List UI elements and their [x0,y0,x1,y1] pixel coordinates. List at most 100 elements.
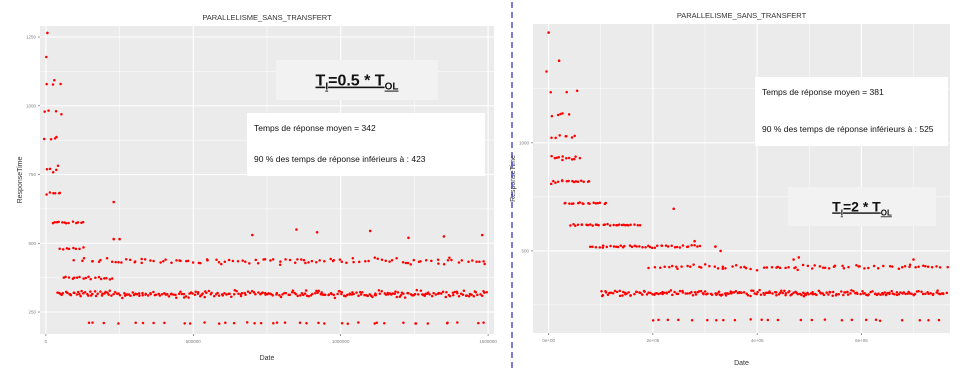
data-point [158,294,162,297]
data-point [713,265,717,268]
data-point [196,291,200,294]
data-point [323,322,326,325]
data-point [895,290,899,294]
data-point [184,295,188,298]
data-point [552,179,555,183]
data-point [594,245,598,249]
data-point [852,289,855,293]
data-point [224,321,227,325]
data-point [601,246,605,249]
data-point [170,292,173,296]
ratio-subscript: OL [881,208,892,217]
data-point [302,259,306,262]
ratio-formula: TI=0.5 * TOL [316,73,399,93]
data-point [76,221,80,224]
data-point [402,321,405,324]
data-point [232,321,236,325]
data-point [278,293,281,297]
data-point [89,277,92,281]
data-point [908,263,912,267]
data-point-outlier [251,233,254,237]
data-point [681,291,685,294]
data-point [43,110,46,113]
data-point [883,291,887,294]
data-point-outlier [368,229,372,233]
data-point [257,291,260,294]
data-point [823,266,827,270]
data-point [827,293,830,296]
data-point [193,293,197,296]
data-point [434,293,438,296]
data-point [357,321,360,324]
data-point [67,276,71,279]
data-point [152,321,155,325]
data-point [479,293,482,296]
data-point [657,318,660,322]
data-point [390,258,394,262]
data-point [99,290,102,293]
data-point [589,223,592,226]
data-point [817,289,821,293]
data-point [112,292,115,296]
data-point [574,224,577,228]
data-point [886,291,889,295]
data-point [183,322,186,325]
data-point [888,291,891,295]
data-point [51,170,55,174]
data-point [470,293,473,297]
data-point [152,259,155,263]
data-point [182,296,186,299]
data-point [225,293,228,296]
x-tick-label: 1500000 [479,339,497,344]
data-point [612,223,615,227]
p90-response-label: 90 % des temps de réponse inférieurs à :… [254,154,426,164]
y-axis-title: ResponseTime [17,156,24,203]
data-point [608,224,612,227]
data-point [647,266,650,270]
data-point [228,292,231,296]
data-point [801,263,805,267]
data-point [690,319,694,322]
points [42,31,488,325]
data-point [565,156,568,160]
data-point [942,292,945,296]
data-point [900,265,904,269]
y-tick-label: 1250 [26,35,37,40]
data-point [60,112,63,116]
data-point [627,291,630,294]
data-point [340,260,344,263]
data-point [72,246,75,250]
data-point [819,292,823,295]
data-point [657,292,660,296]
x-axis-title: Date [260,355,275,362]
data-point [366,294,369,298]
data-point [358,290,362,294]
data-point [131,291,135,294]
data-point [327,293,331,296]
data-point [618,294,622,298]
data-point [346,293,349,297]
data-point [59,82,62,86]
data-point [81,259,84,263]
data-point [124,258,128,261]
data-point [573,134,576,138]
data-point [57,220,60,224]
data-point [179,290,182,294]
data-point [567,179,570,183]
data-point [407,291,410,295]
data-point [441,290,445,293]
data-point [231,259,235,263]
data-point [871,290,874,293]
data-point [850,318,854,322]
data-point [110,294,113,297]
data-point [396,291,400,294]
data-point [141,291,144,295]
data-point [840,290,843,293]
data-point [188,322,192,325]
data-point [567,156,571,160]
data-point [380,258,384,262]
data-point [913,292,917,296]
data-point [825,291,828,294]
data-point [162,260,165,263]
data-point [298,321,302,324]
